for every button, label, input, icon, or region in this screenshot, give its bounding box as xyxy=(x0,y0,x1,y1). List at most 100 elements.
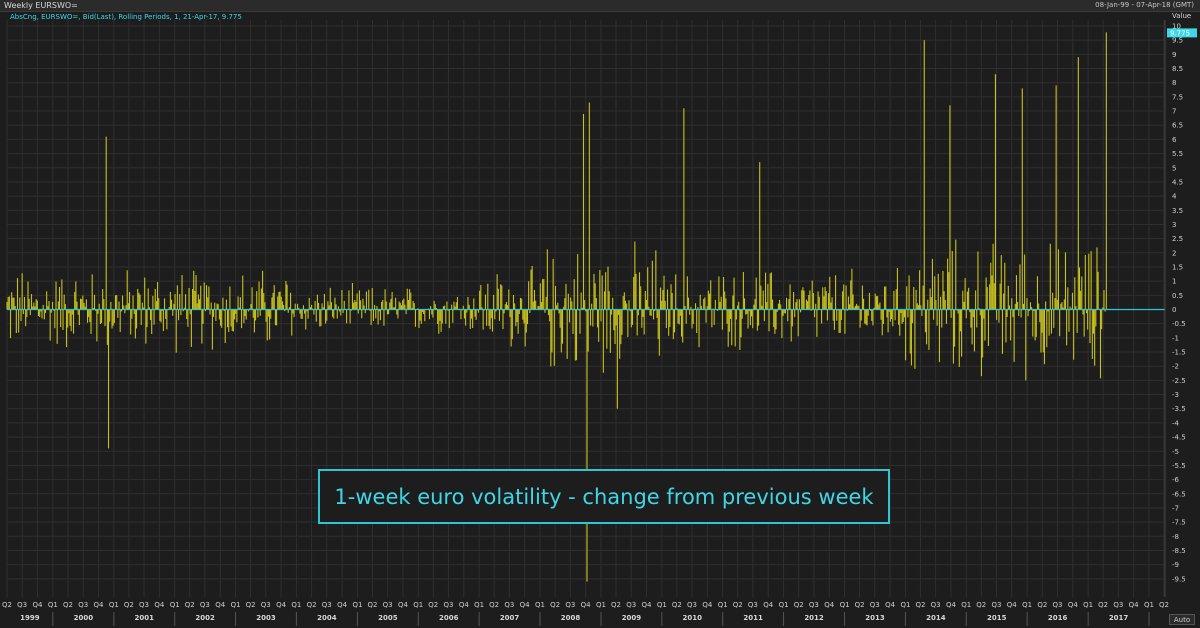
x-quarter-label: Q3 xyxy=(626,601,636,609)
x-quarter-label: Q4 xyxy=(459,601,470,609)
y-tick-label: -2 xyxy=(1172,363,1179,371)
x-quarter-label: Q1 xyxy=(231,601,241,609)
x-quarter-label: Q2 xyxy=(794,601,804,609)
x-quarter-label: Q4 xyxy=(94,601,105,609)
x-quarter-label: Q2 xyxy=(428,601,438,609)
x-year-label: 2004 xyxy=(317,614,337,622)
x-year-label: 2016 xyxy=(1048,614,1068,622)
y-tick-label: -5.5 xyxy=(1172,462,1186,470)
x-quarter-label: Q1 xyxy=(657,601,667,609)
x-quarter-label: Q1 xyxy=(474,601,484,609)
x-quarter-label: Q4 xyxy=(702,601,713,609)
x-quarter-label: Q2 xyxy=(672,601,682,609)
y-tick-label: -9 xyxy=(1172,561,1179,569)
x-quarter-label: Q3 xyxy=(1052,601,1062,609)
x-year-label: 2005 xyxy=(378,614,398,622)
x-year-label: 2010 xyxy=(683,614,703,622)
x-quarter-label: Q1 xyxy=(779,601,789,609)
x-quarter-label: Q4 xyxy=(824,601,835,609)
x-quarter-label: Q1 xyxy=(170,601,180,609)
x-quarter-label: Q1 xyxy=(413,601,423,609)
x-quarter-label: Q1 xyxy=(291,601,301,609)
y-tick-label: -9.5 xyxy=(1172,575,1186,583)
x-quarter-label: Q4 xyxy=(520,601,531,609)
x-quarter-label: Q2 xyxy=(2,601,12,609)
x-quarter-label: Q2 xyxy=(1098,601,1108,609)
y-tick-label: -5 xyxy=(1172,448,1179,456)
y-tick-label: 7 xyxy=(1172,108,1176,116)
y-tick-label: 6.5 xyxy=(1172,122,1183,130)
y-tick-label: -4 xyxy=(1172,419,1180,427)
value-axis-title: Value xyxy=(1172,12,1192,20)
x-quarter-label: Q4 xyxy=(581,601,592,609)
x-year-label: 2009 xyxy=(622,614,642,622)
y-tick-label: 4 xyxy=(1172,193,1177,201)
y-tick-label: 0.5 xyxy=(1172,292,1183,300)
x-quarter-label: Q1 xyxy=(596,601,606,609)
x-quarter-label: Q4 xyxy=(276,601,287,609)
y-tick-label: 1 xyxy=(1172,278,1176,286)
x-quarter-label: Q4 xyxy=(398,601,409,609)
y-tick-label: -7.5 xyxy=(1172,519,1186,527)
x-axis-band xyxy=(0,597,1200,628)
y-tick-label: 5.5 xyxy=(1172,150,1183,158)
y-tick-label: -6 xyxy=(1172,476,1180,484)
x-quarter-label: Q3 xyxy=(870,601,880,609)
y-tick-label: 8.5 xyxy=(1172,65,1183,73)
x-quarter-label: Q3 xyxy=(383,601,393,609)
x-quarter-label: Q4 xyxy=(642,601,653,609)
series-legend[interactable]: AbsCng, EURSWO=, Bid(Last), Rolling Peri… xyxy=(10,13,242,21)
x-quarter-label: Q3 xyxy=(748,601,758,609)
y-tick-label: 6 xyxy=(1172,136,1177,144)
y-tick-label: 3.5 xyxy=(1172,207,1183,215)
y-tick-label: -8 xyxy=(1172,533,1179,541)
y-tick-label: 5 xyxy=(1172,164,1176,172)
y-tick-label: -4.5 xyxy=(1172,434,1186,442)
last-value-label: 9.775 xyxy=(1170,29,1190,37)
x-quarter-label: Q3 xyxy=(78,601,88,609)
x-quarter-label: Q4 xyxy=(763,601,774,609)
y-tick-label: -3 xyxy=(1172,391,1179,399)
x-quarter-label: Q3 xyxy=(1113,601,1123,609)
x-quarter-label: Q1 xyxy=(1022,601,1032,609)
y-tick-label: 0 xyxy=(1172,306,1176,314)
chart-window-title: Weekly EURSWO= xyxy=(4,1,78,10)
x-quarter-label: Q3 xyxy=(443,601,453,609)
y-tick-label: -7 xyxy=(1172,504,1179,512)
auto-scale-button[interactable]: Auto xyxy=(1169,614,1195,625)
x-quarter-label: Q1 xyxy=(352,601,362,609)
x-year-label: 2017 xyxy=(1109,614,1129,622)
x-quarter-label: Q3 xyxy=(809,601,819,609)
x-quarter-label: Q4 xyxy=(1129,601,1140,609)
x-quarter-label: Q2 xyxy=(63,601,73,609)
y-tick-label: 9 xyxy=(1172,51,1176,59)
x-quarter-label: Q2 xyxy=(185,601,195,609)
chart-annotation-title: 1-week euro volatility - change from pre… xyxy=(318,469,890,524)
x-quarter-label: Q2 xyxy=(367,601,377,609)
last-value-badge xyxy=(1167,28,1197,38)
x-quarter-label: Q3 xyxy=(322,601,332,609)
x-year-label: 2007 xyxy=(500,614,520,622)
x-year-label: 2012 xyxy=(804,614,824,622)
x-year-label: 2000 xyxy=(74,614,94,622)
date-range-label: 08-Jan-99 - 07-Apr-18 (GMT) xyxy=(1095,1,1194,9)
y-tick-label: -2.5 xyxy=(1172,377,1186,385)
x-quarter-label: Q1 xyxy=(718,601,728,609)
x-quarter-label: Q4 xyxy=(337,601,348,609)
x-quarter-label: Q2 xyxy=(489,601,499,609)
x-quarter-label: Q3 xyxy=(200,601,210,609)
y-tick-label: 7.5 xyxy=(1172,93,1183,101)
y-tick-label: -0.5 xyxy=(1172,320,1186,328)
x-quarter-label: Q2 xyxy=(550,601,560,609)
y-tick-label: 2.5 xyxy=(1172,235,1183,243)
x-quarter-label: Q3 xyxy=(139,601,149,609)
x-quarter-label: Q3 xyxy=(565,601,575,609)
x-quarter-label: Q1 xyxy=(961,601,971,609)
y-axis: 10 9.5 9 8.5 8 7.5 7 6.5 6 5.5 5 4.5 4 3.5 3 2.5 2 1.5 1 0.… xyxy=(1164,20,1197,597)
x-year-label: 2002 xyxy=(195,614,215,622)
y-tick-label: -3.5 xyxy=(1172,405,1186,413)
y-tick-label: 2 xyxy=(1172,249,1176,257)
y-tick-label: -6.5 xyxy=(1172,490,1186,498)
y-tick-label: -1 xyxy=(1172,334,1179,342)
